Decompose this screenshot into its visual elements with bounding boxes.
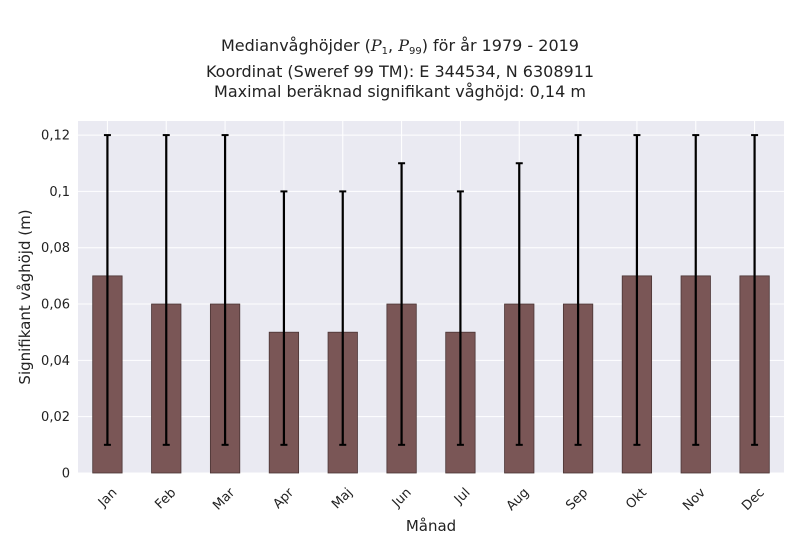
y-tick-label: 0,1: [49, 185, 70, 200]
y-tick-label: 0: [62, 467, 70, 482]
y-tick-label: 0,12: [41, 129, 70, 144]
y-tick-label: 0,08: [41, 241, 70, 256]
y-axis-label: Signifikant våghöjd (m): [16, 209, 34, 384]
y-tick-label: 0,02: [41, 410, 70, 425]
x-tick-label: Aug: [504, 485, 533, 514]
x-tick-label: Maj: [329, 485, 356, 512]
chart-title-line-3: Maximal beräknad signifikant våghöjd: 0,…: [214, 82, 586, 101]
x-tick-label: Sep: [563, 485, 591, 513]
y-tick-label: 0,06: [41, 298, 70, 313]
x-tick-label: Nov: [680, 485, 709, 514]
x-tick-label: Dec: [739, 485, 767, 513]
x-tick-label: Apr: [270, 485, 297, 512]
x-tick-label: Jul: [451, 485, 473, 507]
x-tick-label: Mar: [210, 485, 238, 513]
x-axis-label: Månad: [406, 517, 456, 535]
plot-area: [78, 121, 784, 473]
x-tick-label: Okt: [623, 485, 650, 512]
x-tick-label: Jun: [389, 485, 415, 511]
chart-title-line-2: Koordinat (Sweref 99 TM): E 344534, N 63…: [205, 62, 595, 81]
x-tick-label: Jan: [95, 485, 120, 510]
chart-title: Medianvåghöjder (P1, P99) för år 1979 - …: [0, 36, 800, 102]
chart-title-line-1: Medianvåghöjder (P1, P99) för år 1979 - …: [221, 36, 579, 57]
y-tick-label: 0,04: [41, 354, 70, 369]
x-tick-label: Feb: [152, 485, 179, 512]
